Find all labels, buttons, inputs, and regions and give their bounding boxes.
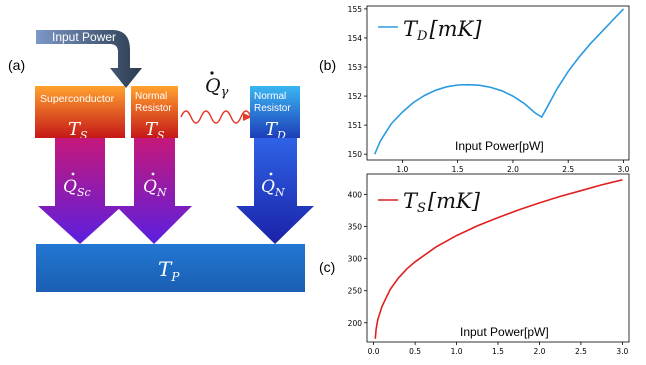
q-n-dot-1 — [151, 172, 155, 176]
chart-c-xtick-label-2: 1.0 — [451, 347, 463, 356]
xlabel-c: Input Power[pW] — [460, 325, 549, 339]
input-power-arrow: Input Power — [36, 30, 142, 88]
series-line-td — [373, 8, 625, 155]
chart-c-ytick-label-0: 200 — [348, 319, 363, 328]
q-sc-label: QSc — [63, 177, 91, 199]
chart-c: (c) 0.0 0.5 1.0 1.5 2.0 2.5 3.0 200 250 300 350 400… — [319, 173, 630, 356]
detector-label-1: Normal — [254, 91, 286, 102]
chart-c-xtick-label-1: 0.5 — [409, 347, 421, 356]
heat-flow-arrow-sc — [38, 138, 122, 244]
superconductor-label: Superconductor — [40, 93, 115, 105]
tp-symbol: TP — [158, 257, 180, 284]
chart-b-xtick-label-2: 2.0 — [507, 165, 519, 174]
q-n-label-1: QN — [143, 177, 167, 199]
chart-c-ytick-label-1: 250 — [348, 287, 363, 296]
superconductor-block: Superconductor TS — [35, 86, 125, 142]
chart-c-ytick-label-4: 400 — [348, 191, 363, 200]
chart-b-ytick-label-5: 155 — [348, 5, 363, 14]
q-sc-dot — [71, 172, 75, 176]
chart-c-xtick-label-3: 1.5 — [492, 347, 504, 356]
input-power-label: Input Power — [52, 30, 116, 44]
panel-label-a: (a) — [8, 57, 25, 73]
legend-text-c: TS[mK] — [403, 189, 481, 216]
legend-text-b: TD[mK] — [403, 17, 482, 44]
plot-area-b — [366, 5, 630, 161]
q-n-label-2: QN — [261, 177, 285, 199]
radiation-wave — [180, 110, 252, 124]
q-gamma-label: Qγ — [205, 75, 229, 100]
heat-flow-arrow-nr — [116, 138, 192, 244]
ts-symbol-1: TS — [68, 119, 88, 142]
xlabel-b: Input Power[pW] — [455, 139, 544, 153]
chart-b-ytick-label-1: 151 — [348, 121, 363, 130]
heat-flow-arrow-detector — [236, 138, 314, 244]
chart-b-xtick-label-4: 3.0 — [618, 165, 630, 174]
chart-b-ytick-label-4: 154 — [348, 34, 363, 43]
thermal-diagram: (a) Input Power Superconductor TS QSc No… — [8, 30, 314, 292]
chart-c-xtick-label-6: 3.0 — [616, 347, 628, 356]
normal-resistor-label-2: Resistor — [135, 103, 172, 114]
q-gamma-dot — [210, 71, 214, 75]
chart-b-ytick-label-3: 153 — [348, 63, 363, 72]
ts-symbol-2: TS — [145, 119, 165, 142]
radiation-arrowhead — [243, 113, 252, 121]
chart-c-xtick-label-4: 2.0 — [533, 347, 545, 356]
detector-label-2: Resistor — [254, 103, 291, 114]
axes-b: 1.0 1.5 2.0 2.5 3.0 150 151 152 153 154 155 — [348, 5, 630, 174]
chart-b-ytick-label-2: 152 — [348, 92, 363, 101]
chart-b-xtick-label-1: 1.5 — [452, 165, 464, 174]
chart-c-xtick-label-0: 0.0 — [368, 347, 380, 356]
series-line-ts — [374, 179, 623, 339]
bath-block: TP — [36, 244, 305, 292]
axes-c: 0.0 0.5 1.0 1.5 2.0 2.5 3.0 200 250 300 350 400 — [348, 191, 629, 356]
q-n-dot-2 — [269, 172, 273, 176]
chart-c-ytick-label-3: 350 — [348, 223, 363, 232]
chart-b-xtick-label-3: 2.5 — [562, 165, 574, 174]
chart-b: (b) 1.0 1.5 2.0 2.5 3.0 150 151 152 153 154 155 TD… — [319, 5, 630, 174]
chart-c-ytick-label-2: 300 — [348, 255, 363, 264]
normal-resistor-block: Normal Resistor TS — [131, 86, 178, 142]
chart-c-xtick-label-5: 2.5 — [575, 347, 587, 356]
chart-b-ytick-label-0: 150 — [348, 150, 363, 159]
chart-b-xtick-label-0: 1.0 — [396, 165, 408, 174]
detector-resistor-block: Normal Resistor TD — [250, 86, 300, 142]
panel-label-b: (b) — [319, 57, 336, 73]
panel-label-c: (c) — [319, 259, 335, 275]
td-symbol: TD — [265, 119, 286, 142]
normal-resistor-label-1: Normal — [135, 91, 167, 102]
